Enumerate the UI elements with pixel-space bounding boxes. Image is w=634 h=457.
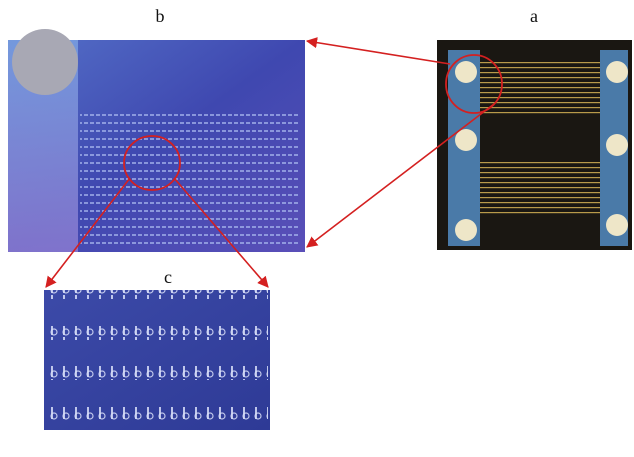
pad xyxy=(455,219,477,241)
lines xyxy=(480,160,600,216)
digit-row xyxy=(46,366,268,380)
digit-row xyxy=(46,406,268,420)
digit-row xyxy=(46,290,268,299)
panel-c: c xyxy=(44,267,270,430)
panel-label: a xyxy=(530,6,538,26)
pad xyxy=(606,61,628,83)
pad xyxy=(12,29,78,95)
pad xyxy=(606,214,628,236)
digit-row xyxy=(46,326,268,340)
page: {"panels": [{"label": "b"}, {"label": "a… xyxy=(0,0,634,457)
panel-label: c xyxy=(164,267,172,287)
pad xyxy=(455,61,477,83)
panel-b: b xyxy=(8,6,305,252)
pad xyxy=(606,134,628,156)
panel-a: a xyxy=(437,6,632,250)
arrow xyxy=(307,41,450,64)
figure: b a c xyxy=(0,0,634,457)
panel-label: b xyxy=(156,6,165,26)
digit-rows xyxy=(80,108,300,248)
